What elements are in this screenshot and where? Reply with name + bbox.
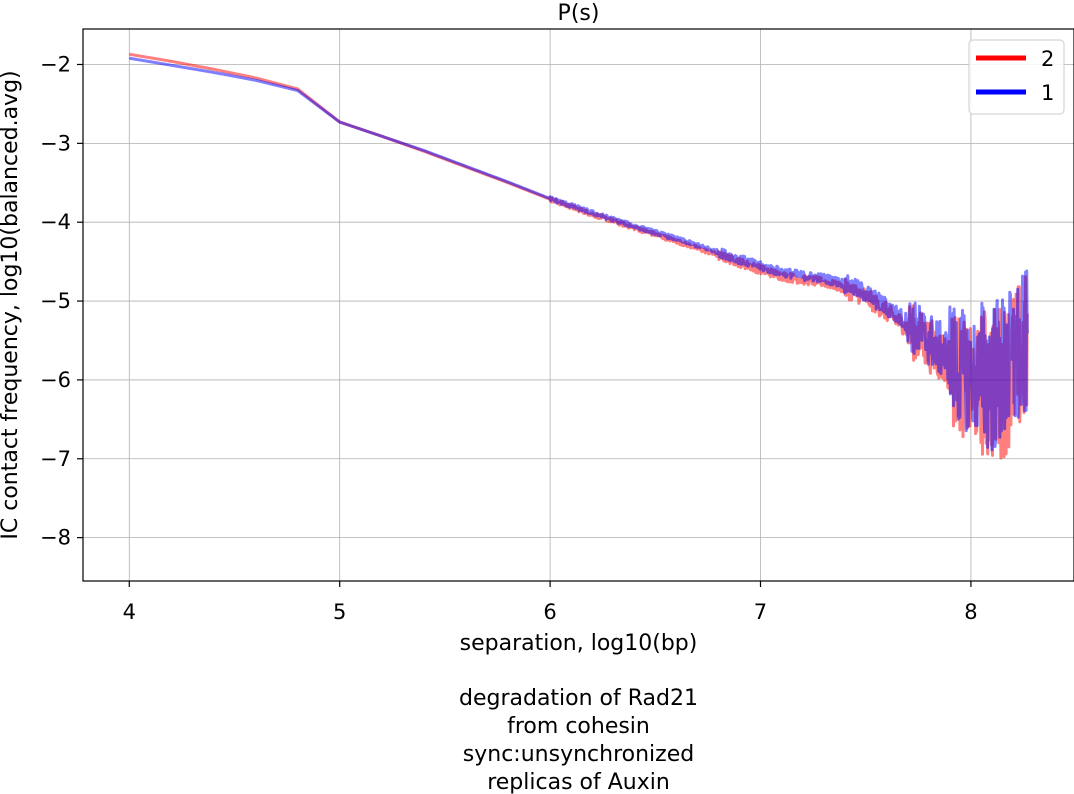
- x-tick-label: 5: [333, 600, 346, 624]
- data-series: [128, 52, 1030, 460]
- caption-line: degradation of Rad21: [459, 686, 698, 711]
- plot-frame: [82, 28, 1074, 582]
- y-tick-label: −7: [40, 447, 71, 471]
- x-tick-label: 8: [964, 600, 977, 624]
- x-tick-label: 7: [754, 600, 767, 624]
- legend-label: 2: [1041, 47, 1054, 71]
- caption: degradation of Rad21 from cohesin sync:u…: [459, 686, 698, 794]
- caption-line: from cohesin: [507, 714, 650, 739]
- x-tick-label: 4: [123, 600, 136, 624]
- y-tick-label: −4: [40, 210, 71, 234]
- y-tick-label: −6: [40, 368, 71, 392]
- x-axis-label: separation, log10(bp): [460, 631, 698, 656]
- y-axis-label: IC contact frequency, log10(balanced.avg…: [0, 70, 23, 539]
- x-tick-label: 6: [543, 600, 556, 624]
- caption-line: replicas of Auxin: [487, 770, 670, 794]
- grid: [83, 29, 1074, 581]
- y-tick-label: −5: [40, 289, 71, 313]
- y-tick-label: −2: [40, 52, 71, 76]
- caption-line: sync:unsynchronized: [463, 742, 694, 767]
- chart-title: P(s): [558, 1, 600, 26]
- axis-ticks: 4 5 6 7 8 −2 −3 −4 −5 −6 −7 −8: [40, 52, 978, 624]
- legend-label: 1: [1041, 81, 1054, 105]
- legend: 2 1: [968, 39, 1065, 115]
- series-line: [128, 56, 1030, 452]
- series-line: [128, 52, 1030, 460]
- y-tick-label: −3: [40, 131, 71, 155]
- y-tick-label: −8: [40, 526, 71, 550]
